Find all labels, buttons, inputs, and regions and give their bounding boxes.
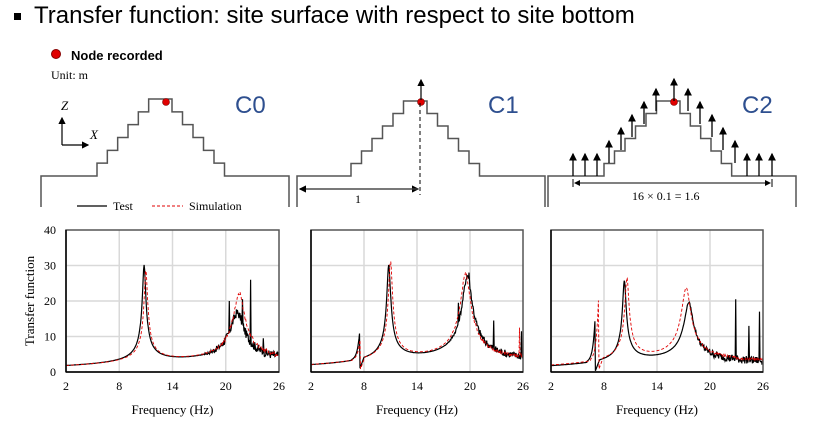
x-axis-label: X	[89, 127, 99, 142]
series-simulation	[551, 277, 764, 370]
x-tick-label: 2	[548, 379, 554, 393]
c2-dimension-label: 16 × 0.1 = 1.6	[632, 189, 700, 203]
legend-simulation-label: Simulation	[189, 199, 242, 213]
y-tick-label: 0	[50, 365, 56, 379]
x-tick-label: 14	[411, 379, 423, 393]
c1-dimension: 1	[298, 103, 421, 206]
x-tick-label: 8	[601, 379, 607, 393]
coordinate-axes-icon: Z X	[58, 98, 99, 149]
series-test	[551, 280, 764, 372]
y-tick-label: 10	[44, 330, 56, 344]
node-recorded-legend: Node recorded	[51, 48, 163, 63]
case-label-c0: C0	[235, 92, 266, 119]
case-label-c1: C1	[488, 92, 519, 119]
y-tick-label: 40	[44, 223, 56, 237]
series-legend: Test Simulation	[77, 199, 242, 213]
stair-profile-c1	[296, 100, 546, 207]
stair-profiles	[40, 77, 797, 207]
x-tick-label: 8	[116, 379, 122, 393]
x-tick-label: 2	[63, 379, 69, 393]
chart-c0: 2 8 14 20 26 0 10 20 30 40 Frequency (Hz) Transfer …	[22, 223, 285, 417]
title-bullet	[14, 13, 21, 20]
case-label-c2: C2	[742, 92, 773, 119]
node-marker-icon	[51, 49, 61, 59]
x-axis-title: Frequency (Hz)	[376, 402, 458, 417]
y-axis-title: Transfer function	[22, 255, 37, 346]
x-tick-label: 2	[308, 379, 314, 393]
c1-dimension-label: 1	[355, 192, 361, 206]
x-tick-label: 8	[361, 379, 367, 393]
x-tick-label: 14	[167, 379, 179, 393]
y-tick-label: 30	[44, 259, 56, 273]
series-simulation	[66, 270, 280, 366]
charts: 2 8 14 20 26 0 10 20 30 40 Frequency (Hz) Transfer …	[22, 223, 769, 417]
series-simulation	[311, 261, 524, 370]
x-axis-title: Frequency (Hz)	[616, 402, 698, 417]
unit-label: Unit: m	[51, 68, 89, 82]
x-tick-label: 20	[464, 379, 476, 393]
z-axis-label: Z	[61, 98, 69, 113]
x-tick-label: 26	[273, 379, 285, 393]
node-recorded-label: Node recorded	[71, 48, 163, 63]
x-tick-label: 26	[757, 379, 769, 393]
x-axis-title: Frequency (Hz)	[132, 402, 214, 417]
x-tick-label: 26	[517, 379, 529, 393]
slide-title: Transfer function: site surface with res…	[34, 2, 635, 29]
chart-c1: 2 8 14 20 26 Frequency (Hz)	[308, 229, 529, 417]
c2-dimension: 16 × 0.1 = 1.6	[572, 179, 773, 203]
x-tick-label: 20	[220, 379, 232, 393]
recorded-node-marker	[162, 98, 170, 106]
legend-test-label: Test	[113, 199, 133, 213]
y-tick-label: 20	[44, 294, 56, 308]
x-tick-label: 14	[651, 379, 663, 393]
stair-profile-c0	[40, 98, 290, 207]
x-tick-label: 20	[704, 379, 716, 393]
chart-c2: 2 8 14 20 26 Frequency (Hz)	[548, 229, 769, 417]
